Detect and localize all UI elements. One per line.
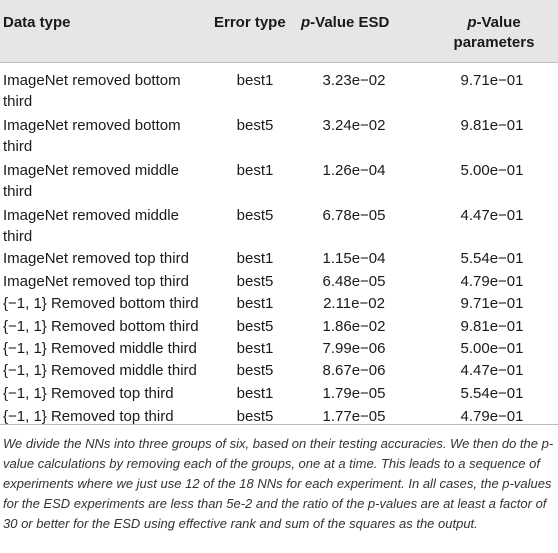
- cell-error-type: best1: [236, 162, 274, 179]
- cell-error-type: best1: [236, 295, 274, 312]
- cell-p-value-parameters: 4.79e−01: [460, 408, 524, 425]
- cell-data-type-line1: ImageNet removed middle: [3, 207, 179, 224]
- cell-p-value-parameters: 4.47e−01: [460, 207, 524, 224]
- header-error-type: Error type: [214, 14, 286, 31]
- cell-p-value-esd: 6.78e−05: [322, 207, 386, 224]
- cell-data-type-line1: ImageNet removed middle: [3, 162, 179, 179]
- cell-p-value-parameters: 5.54e−01: [460, 250, 524, 267]
- cell-error-type: best1: [236, 385, 274, 402]
- cell-p-value-parameters: 9.71e−01: [460, 72, 524, 89]
- cell-p-value-parameters: 9.71e−01: [460, 295, 524, 312]
- cell-data-type-line2: third: [3, 138, 33, 155]
- cell-p-value-esd: 6.48e−05: [322, 273, 386, 290]
- cell-data-type-line1: {−1, 1} Removed top third: [3, 408, 174, 425]
- cell-error-type: best5: [236, 318, 274, 335]
- cell-data-type-line1: ImageNet removed bottom: [3, 72, 181, 89]
- cell-error-type: best5: [236, 117, 274, 134]
- table-header: Data type Error type p-Value ESD p-Value…: [0, 0, 558, 63]
- cell-p-value-esd: 3.23e−02: [322, 72, 386, 89]
- cell-data-type: {−1, 1} Removed bottom third: [3, 293, 203, 314]
- cell-p-value-esd: 1.15e−04: [322, 250, 386, 267]
- cell-data-type-line1: ImageNet removed top third: [3, 250, 189, 267]
- cell-p-value-esd: 1.77e−05: [322, 408, 386, 425]
- cell-error-type: best5: [236, 207, 274, 224]
- cell-p-value-esd: 8.67e−06: [322, 362, 386, 379]
- header-data-type: Data type: [3, 14, 71, 31]
- cell-data-type-line1: {−1, 1} Removed top third: [3, 385, 174, 402]
- cell-p-value-parameters: 9.81e−01: [460, 117, 524, 134]
- table-footnote: We divide the NNs into three groups of s…: [3, 436, 554, 531]
- header-p-value-esd-rest: -Value ESD: [310, 14, 390, 31]
- table-bottom-rule: [0, 424, 558, 425]
- cell-p-value-esd: 3.24e−02: [322, 117, 386, 134]
- cell-data-type: ImageNet removed top third: [3, 248, 203, 269]
- header-p-value-params-p: p: [467, 14, 477, 31]
- cell-data-type-line1: ImageNet removed top third: [3, 273, 189, 290]
- cell-p-value-parameters: 5.00e−01: [460, 340, 524, 357]
- cell-data-type-line2: third: [3, 183, 33, 200]
- cell-p-value-esd: 2.11e−02: [323, 295, 385, 312]
- cell-data-type: ImageNet removed top third: [3, 271, 203, 292]
- cell-p-value-parameters: 4.47e−01: [460, 362, 524, 379]
- cell-data-type: ImageNet removed bottom third: [3, 70, 203, 112]
- cell-error-type: best5: [236, 362, 274, 379]
- cell-data-type-line1: {−1, 1} Removed bottom third: [3, 318, 199, 335]
- cell-data-type: {−1, 1} Removed top third: [3, 406, 203, 427]
- cell-data-type-line1: {−1, 1} Removed bottom third: [3, 295, 199, 312]
- cell-data-type-line1: {−1, 1} Removed middle third: [3, 362, 197, 379]
- cell-p-value-esd: 7.99e−06: [322, 340, 386, 357]
- cell-p-value-parameters: 5.00e−01: [460, 162, 524, 179]
- cell-p-value-parameters: 9.81e−01: [460, 318, 524, 335]
- header-p-value-params-line2: parameters: [453, 34, 535, 51]
- header-p-value-esd: p-Value ESD: [301, 13, 389, 33]
- cell-error-type: best1: [236, 250, 274, 267]
- header-p-value-esd-p: p: [301, 14, 311, 31]
- cell-data-type: ImageNet removed bottom third: [3, 115, 203, 157]
- cell-data-type-line2: third: [3, 228, 33, 245]
- cell-data-type-line1: ImageNet removed bottom: [3, 117, 181, 134]
- cell-data-type: {−1, 1} Removed middle third: [3, 360, 203, 381]
- cell-data-type: ImageNet removed middle third: [3, 160, 203, 202]
- cell-p-value-esd: 1.86e−02: [322, 318, 386, 335]
- cell-p-value-esd: 1.79e−05: [322, 385, 386, 402]
- cell-data-type: ImageNet removed middle third: [3, 205, 203, 247]
- cell-error-type: best5: [236, 273, 274, 290]
- cell-p-value-esd: 1.26e−04: [322, 162, 386, 179]
- cell-error-type: best5: [236, 408, 274, 425]
- header-p-value-params-rest: -Value: [476, 14, 521, 31]
- cell-p-value-parameters: 4.79e−01: [460, 273, 524, 290]
- cell-error-type: best1: [236, 72, 274, 89]
- cell-data-type: {−1, 1} Removed middle third: [3, 338, 203, 359]
- cell-p-value-parameters: 5.54e−01: [460, 385, 524, 402]
- cell-data-type: {−1, 1} Removed top third: [3, 383, 203, 404]
- cell-data-type-line2: third: [3, 93, 33, 110]
- cell-data-type-line1: {−1, 1} Removed middle third: [3, 340, 197, 357]
- header-p-value-parameters: p-Value parameters: [440, 13, 548, 53]
- cell-data-type: {−1, 1} Removed bottom third: [3, 316, 203, 337]
- cell-error-type: best1: [236, 340, 274, 357]
